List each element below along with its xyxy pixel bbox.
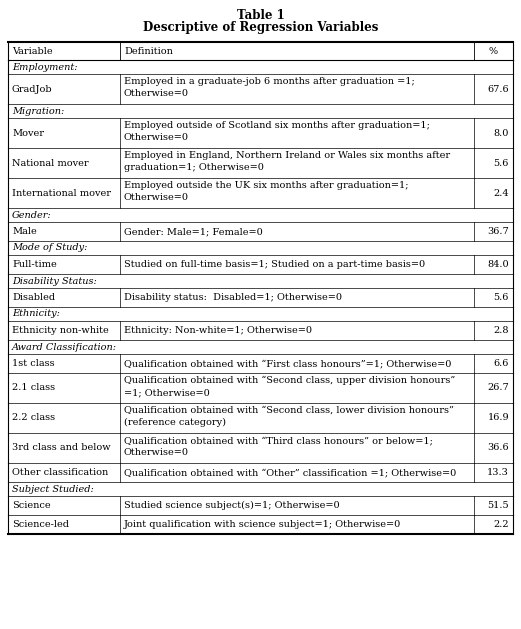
Text: Disabled: Disabled: [12, 293, 55, 302]
Text: Otherwise=0: Otherwise=0: [124, 133, 189, 142]
Text: Qualification obtained with “Third class honours” or below=1;: Qualification obtained with “Third class…: [124, 436, 433, 445]
Text: Other classification: Other classification: [12, 468, 108, 477]
Text: Ethnicity: Non-white=1; Otherwise=0: Ethnicity: Non-white=1; Otherwise=0: [124, 326, 312, 335]
Text: Employment:: Employment:: [12, 62, 78, 72]
Text: 16.9: 16.9: [487, 413, 509, 423]
Text: Disability status:  Disabled=1; Otherwise=0: Disability status: Disabled=1; Otherwise…: [124, 293, 342, 302]
Text: %: %: [489, 47, 498, 55]
Text: Studied science subject(s)=1; Otherwise=0: Studied science subject(s)=1; Otherwise=…: [124, 501, 340, 510]
Text: 2.2 class: 2.2 class: [12, 413, 55, 423]
Text: 3rd class and below: 3rd class and below: [12, 443, 110, 452]
Text: 51.5: 51.5: [487, 501, 509, 510]
Text: Employed in England, Northern Ireland or Wales six months after: Employed in England, Northern Ireland or…: [124, 151, 450, 160]
Text: GradJob: GradJob: [12, 84, 53, 94]
Text: 6.6: 6.6: [493, 359, 509, 368]
Text: Male: Male: [12, 227, 37, 236]
Text: 5.6: 5.6: [493, 293, 509, 302]
Text: Full-time: Full-time: [12, 260, 57, 269]
Text: 36.6: 36.6: [487, 443, 509, 452]
Text: International mover: International mover: [12, 189, 111, 198]
Text: Qualification obtained with “Second class, upper division honours”: Qualification obtained with “Second clas…: [124, 376, 455, 385]
Text: Science-led: Science-led: [12, 520, 69, 529]
Text: 2.2: 2.2: [493, 520, 509, 529]
Text: Otherwise=0: Otherwise=0: [124, 89, 189, 98]
Text: Mover: Mover: [12, 128, 44, 138]
Text: Gender: Male=1; Female=0: Gender: Male=1; Female=0: [124, 227, 263, 236]
Text: 84.0: 84.0: [487, 260, 509, 269]
Text: (reference category): (reference category): [124, 418, 226, 427]
Text: 13.3: 13.3: [487, 468, 509, 477]
Text: Employed outside the UK six months after graduation=1;: Employed outside the UK six months after…: [124, 181, 408, 190]
Text: 67.6: 67.6: [487, 84, 509, 94]
Text: Ethnicity:: Ethnicity:: [12, 309, 60, 318]
Text: 5.6: 5.6: [493, 159, 509, 167]
Text: Employed outside of Scotland six months after graduation=1;: Employed outside of Scotland six months …: [124, 121, 430, 130]
Text: Gender:: Gender:: [12, 211, 52, 220]
Text: Science: Science: [12, 501, 51, 510]
Text: Definition: Definition: [124, 47, 173, 55]
Text: Qualification obtained with “Other” classification =1; Otherwise=0: Qualification obtained with “Other” clas…: [124, 468, 456, 477]
Text: Joint qualification with science subject=1; Otherwise=0: Joint qualification with science subject…: [124, 520, 401, 529]
Text: Otherwise=0: Otherwise=0: [124, 193, 189, 202]
Text: Otherwise=0: Otherwise=0: [124, 448, 189, 457]
Text: Mode of Study:: Mode of Study:: [12, 243, 88, 252]
Text: Variable: Variable: [12, 47, 53, 55]
Text: Award Classification:: Award Classification:: [12, 343, 117, 352]
Text: 26.7: 26.7: [487, 384, 509, 392]
Text: Migration:: Migration:: [12, 106, 64, 116]
Text: 2.1 class: 2.1 class: [12, 384, 55, 392]
Text: Subject Studied:: Subject Studied:: [12, 484, 94, 494]
Text: Studied on full-time basis=1; Studied on a part-time basis=0: Studied on full-time basis=1; Studied on…: [124, 260, 425, 269]
Text: Qualification obtained with “First class honours”=1; Otherwise=0: Qualification obtained with “First class…: [124, 359, 451, 368]
Text: =1; Otherwise=0: =1; Otherwise=0: [124, 388, 210, 397]
Text: Descriptive of Regression Variables: Descriptive of Regression Variables: [143, 21, 378, 34]
Text: 8.0: 8.0: [493, 128, 509, 138]
Text: National mover: National mover: [12, 159, 89, 167]
Text: Qualification obtained with “Second class, lower division honours”: Qualification obtained with “Second clas…: [124, 406, 454, 415]
Text: 2.8: 2.8: [493, 326, 509, 335]
Text: Disability Status:: Disability Status:: [12, 277, 97, 286]
Text: Table 1: Table 1: [237, 9, 284, 22]
Text: graduation=1; Otherwise=0: graduation=1; Otherwise=0: [124, 163, 264, 172]
Text: Employed in a graduate-job 6 months after graduation =1;: Employed in a graduate-job 6 months afte…: [124, 77, 415, 86]
Text: Ethnicity non-white: Ethnicity non-white: [12, 326, 109, 335]
Text: 36.7: 36.7: [487, 227, 509, 236]
Text: 2.4: 2.4: [493, 189, 509, 198]
Text: 1st class: 1st class: [12, 359, 55, 368]
